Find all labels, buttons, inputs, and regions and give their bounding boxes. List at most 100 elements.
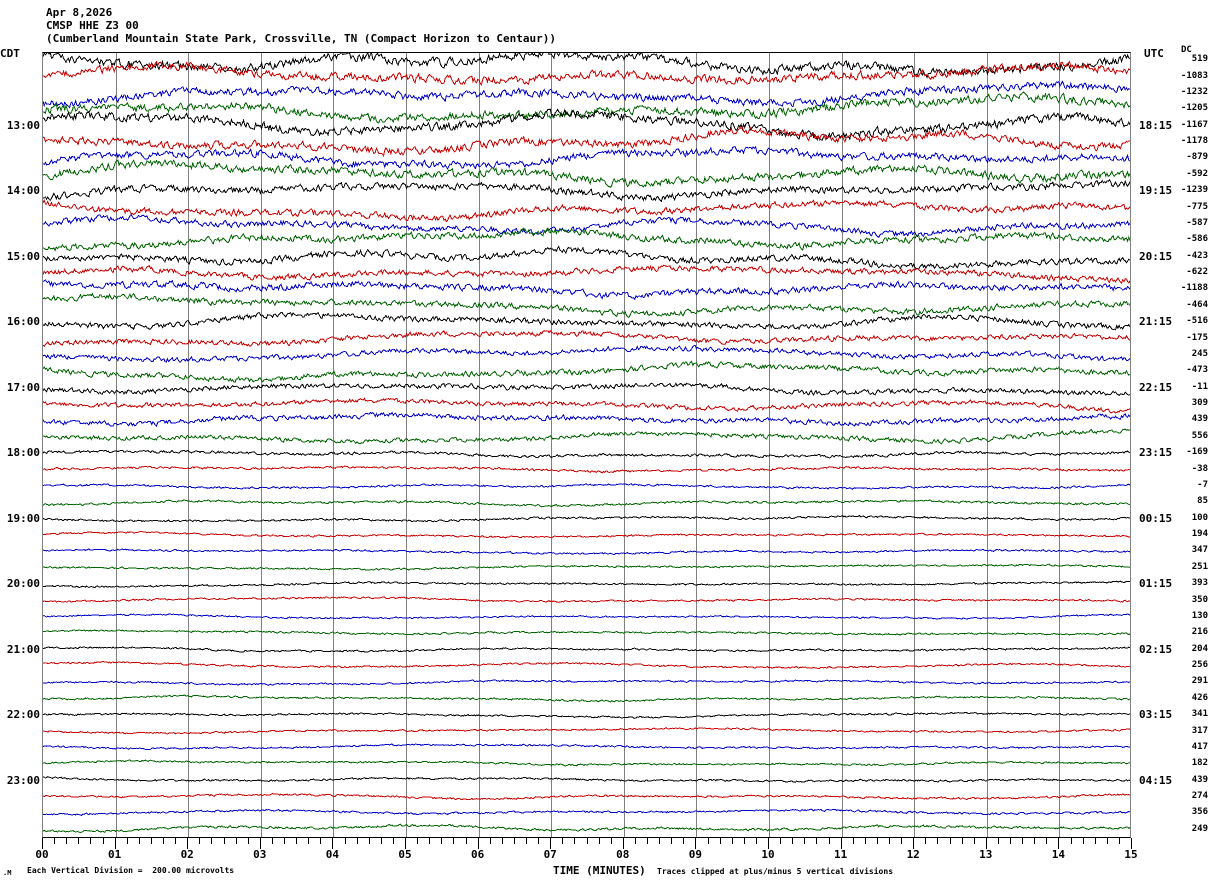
dc-offset-value: 204	[1191, 643, 1208, 654]
x-tick-minor	[296, 838, 297, 844]
trace-canvas	[43, 53, 1130, 834]
x-tick-minor	[599, 838, 600, 844]
waveform-trace	[43, 483, 1130, 490]
dc-offset-value: 556	[1191, 430, 1208, 441]
waveform-trace	[43, 360, 1130, 383]
waveform-trace	[43, 563, 1130, 571]
x-tick-label: 15	[1124, 848, 1138, 861]
x-tick-minor	[708, 838, 709, 844]
x-tick-minor	[865, 838, 866, 844]
header-site: (Cumberland Mountain State Park, Crossvi…	[46, 32, 556, 45]
x-tick-minor	[780, 838, 781, 844]
x-tick-major	[695, 838, 696, 849]
waveform-trace	[43, 279, 1130, 301]
waveform-trace	[43, 198, 1130, 223]
waveform-trace	[43, 449, 1130, 459]
waveform-trace	[43, 344, 1130, 364]
utc-time-label: 04:15	[1139, 773, 1173, 787]
x-tick-minor	[163, 838, 164, 844]
x-tick-minor	[671, 838, 672, 844]
x-tick-minor	[1119, 838, 1120, 844]
cdt-time-label: 19:00	[6, 511, 40, 525]
waveform-trace	[43, 727, 1130, 735]
x-tick-minor	[744, 838, 745, 844]
x-tick-minor	[139, 838, 140, 844]
x-tick-minor	[659, 838, 660, 844]
x-tick-minor	[853, 838, 854, 844]
x-tick-minor	[54, 838, 55, 844]
x-tick-major	[1058, 838, 1059, 849]
dc-offset-value: 356	[1191, 807, 1208, 818]
dc-offset-value: -592	[1186, 168, 1208, 179]
x-tick-minor	[962, 838, 963, 844]
utc-time-label: 03:15	[1139, 708, 1173, 722]
x-axis-title: TIME (MINUTES)	[553, 864, 646, 877]
waveform-trace	[43, 330, 1130, 348]
dc-offset-value: -586	[1186, 234, 1208, 245]
x-tick-major	[187, 838, 188, 849]
x-tick-minor	[248, 838, 249, 844]
x-tick-major	[623, 838, 624, 849]
x-tick-minor	[974, 838, 975, 844]
waveform-trace	[43, 743, 1130, 751]
waveform-trace	[43, 660, 1130, 669]
cdt-time-label: 22:00	[6, 708, 40, 722]
vertical-gridline	[769, 53, 770, 837]
x-tick-minor	[877, 838, 878, 844]
cdt-time-label: 21:00	[6, 642, 40, 656]
x-tick-label: 05	[398, 848, 412, 861]
vertical-gridline	[116, 53, 117, 837]
x-tick-minor	[345, 838, 346, 844]
x-tick-minor	[937, 838, 938, 844]
dc-offset-value: -1205	[1180, 103, 1208, 114]
x-tick-minor	[1022, 838, 1023, 844]
dc-offset-value: -1188	[1180, 283, 1208, 294]
x-tick-minor	[1107, 838, 1108, 844]
waveform-trace	[43, 629, 1130, 636]
x-tick-label: 07	[543, 848, 557, 861]
cdt-time-label: 17:00	[6, 380, 40, 394]
waveform-trace	[43, 694, 1130, 703]
x-tick-minor	[308, 838, 309, 844]
waveform-trace	[43, 382, 1130, 396]
waveform-trace	[43, 759, 1130, 767]
x-tick-minor	[792, 838, 793, 844]
waveform-trace	[43, 465, 1130, 474]
waveform-trace	[43, 596, 1130, 603]
waveform-trace	[43, 53, 1130, 79]
x-tick-minor	[103, 838, 104, 844]
dc-offset-value: 249	[1191, 823, 1208, 834]
waveform-trace	[43, 108, 1130, 142]
dc-offset-value: 350	[1191, 594, 1208, 605]
x-tick-minor	[284, 838, 285, 844]
dc-offset-value: -7	[1197, 479, 1208, 490]
x-tick-minor	[611, 838, 612, 844]
dc-offset-value: -1167	[1180, 119, 1208, 130]
x-tick-major	[841, 838, 842, 849]
corner-mark: .M	[3, 869, 12, 877]
waveform-trace	[43, 793, 1130, 801]
x-tick-minor	[151, 838, 152, 844]
x-tick-minor	[1034, 838, 1035, 844]
utc-time-label: 19:15	[1139, 184, 1173, 198]
x-tick-minor	[635, 838, 636, 844]
helicorder-plot[interactable]	[42, 52, 1131, 838]
vertical-gridline	[188, 53, 189, 837]
dc-offset-value: -38	[1191, 463, 1208, 474]
waveform-trace	[43, 428, 1130, 445]
x-tick-minor	[1071, 838, 1072, 844]
x-tick-minor	[175, 838, 176, 844]
x-tick-label: 01	[107, 848, 122, 861]
utc-time-label: 22:15	[1139, 380, 1173, 394]
dc-offset-value: -473	[1186, 365, 1208, 376]
dc-offset-value: 85	[1197, 496, 1208, 507]
x-tick-minor	[381, 838, 382, 844]
x-tick-minor	[78, 838, 79, 844]
waveform-trace	[43, 580, 1130, 589]
dc-offset-value: -1083	[1180, 70, 1208, 81]
x-tick-minor	[393, 838, 394, 844]
waveform-trace	[43, 91, 1130, 124]
waveform-trace	[43, 499, 1130, 508]
x-tick-minor	[925, 838, 926, 844]
cdt-time-label: 20:00	[6, 577, 40, 591]
